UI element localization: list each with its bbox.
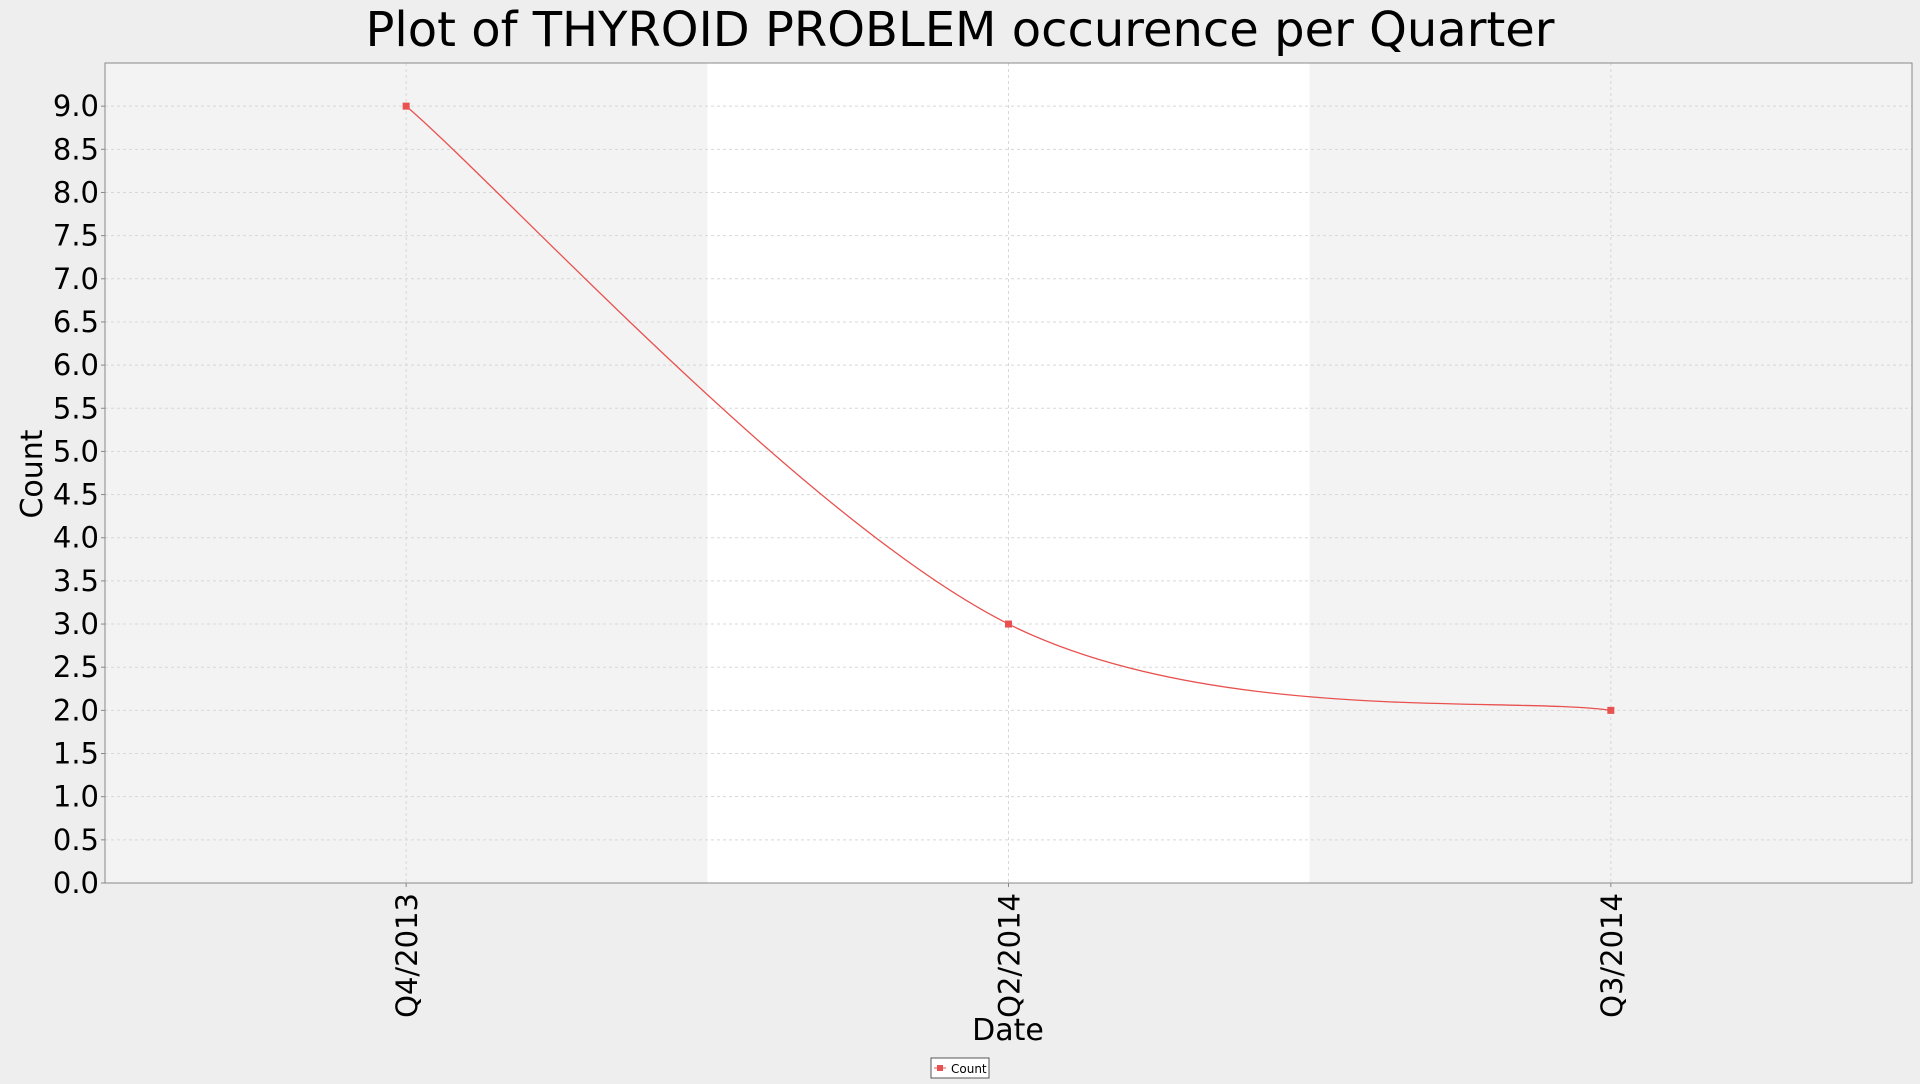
legend: Count bbox=[930, 1057, 990, 1079]
x-axis-label: Date bbox=[972, 1013, 1044, 1048]
data-point bbox=[1607, 706, 1615, 714]
x-tick-label: Q4/2013 bbox=[390, 893, 424, 1018]
y-axis-ticks: 0.0 0.5 1.0 1.5 2.0 2.5 3.0 3.5 4.0 4.5 5.0 5.5 6.0 6… bbox=[53, 89, 105, 900]
y-tick-label: 4.0 bbox=[53, 521, 99, 555]
chart-title: Plot of THYROID PROBLEM occurence per Qu… bbox=[365, 2, 1554, 58]
y-tick-label: 6.5 bbox=[53, 305, 99, 339]
data-point bbox=[1005, 620, 1012, 628]
y-tick-label: 3.0 bbox=[53, 607, 99, 641]
data-point bbox=[402, 102, 410, 110]
y-tick-label: 2.0 bbox=[53, 693, 99, 727]
y-tick-label: 5.5 bbox=[53, 391, 99, 425]
y-tick-label: 1.0 bbox=[53, 780, 99, 814]
y-tick-label: 8.0 bbox=[53, 175, 99, 209]
x-axis-ticks: Q4/2013 Q2/2014 Q3/2014 bbox=[390, 883, 1629, 1018]
y-tick-label: 7.5 bbox=[53, 219, 99, 253]
series-layer bbox=[402, 102, 1615, 714]
x-tick-label: Q2/2014 bbox=[993, 893, 1027, 1018]
series-line bbox=[405, 105, 1611, 712]
y-tick-label: 0.5 bbox=[53, 823, 99, 857]
y-tick-label: 0.0 bbox=[53, 866, 99, 900]
y-tick-label: 1.5 bbox=[53, 737, 99, 771]
y-tick-label: 3.5 bbox=[53, 564, 99, 598]
x-tick-label: Q3/2014 bbox=[1595, 893, 1629, 1018]
y-tick-label: 2.5 bbox=[53, 650, 99, 684]
y-tick-label: 4.5 bbox=[53, 478, 99, 512]
legend-entry-label: Count bbox=[951, 1062, 987, 1076]
legend-series-marker bbox=[937, 1065, 943, 1071]
y-axis-label: Count bbox=[15, 429, 50, 518]
y-tick-label: 9.0 bbox=[53, 89, 99, 123]
y-tick-label: 8.5 bbox=[53, 132, 99, 166]
y-tick-label: 6.0 bbox=[53, 348, 99, 382]
y-tick-label: 5.0 bbox=[53, 434, 99, 468]
grid-lines bbox=[105, 63, 1912, 884]
legend-box bbox=[930, 1057, 990, 1079]
y-tick-label: 7.0 bbox=[53, 262, 99, 296]
